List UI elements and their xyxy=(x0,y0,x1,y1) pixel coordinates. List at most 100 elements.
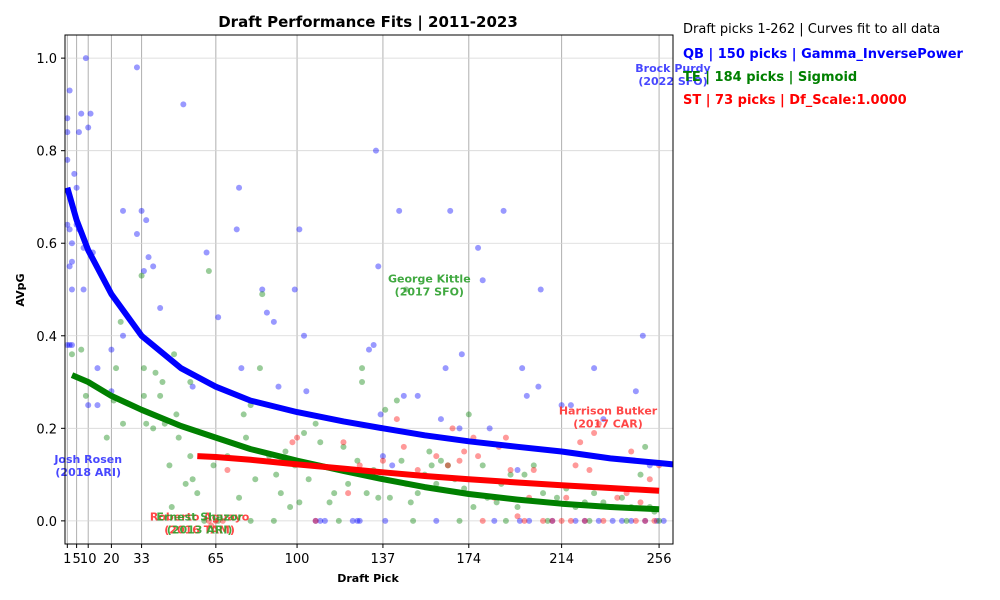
data-point-qb xyxy=(150,263,157,270)
data-point-qb xyxy=(180,101,187,108)
legend-entry-qb: QB | 150 picks | Gamma_InversePower xyxy=(683,47,963,62)
data-point-te xyxy=(247,517,254,524)
data-point-qb xyxy=(356,517,363,524)
data-point-te xyxy=(382,406,389,413)
y-tick-label: 0.2 xyxy=(36,422,57,437)
data-point-qb xyxy=(414,392,421,399)
data-point-st xyxy=(289,439,296,446)
data-point-te xyxy=(544,517,551,524)
data-point-qb xyxy=(68,286,75,293)
data-point-qb xyxy=(400,392,407,399)
data-point-qb xyxy=(303,388,310,395)
data-point-qb xyxy=(379,453,386,460)
data-point-qb xyxy=(632,388,639,395)
legend-entry-te: TE | 184 picks | Sigmoid xyxy=(683,70,858,85)
data-point-qb xyxy=(514,466,521,473)
data-point-qb xyxy=(312,517,319,524)
data-point-te xyxy=(530,462,537,469)
x-tick-label: 20 xyxy=(103,552,120,567)
data-point-te xyxy=(157,392,164,399)
data-point-qb xyxy=(458,351,465,358)
data-point-st xyxy=(461,448,468,455)
data-point-st xyxy=(379,457,386,464)
data-point-st xyxy=(475,453,482,460)
data-point-te xyxy=(340,443,347,450)
data-point-qb xyxy=(591,365,598,372)
data-point-te xyxy=(317,439,324,446)
scatter-points xyxy=(64,55,667,529)
data-point-st xyxy=(558,517,565,524)
data-point-st xyxy=(449,425,456,432)
data-point-te xyxy=(201,517,208,524)
data-point-te xyxy=(514,503,521,510)
fit-curves xyxy=(64,186,674,513)
data-point-qb xyxy=(516,517,523,524)
data-point-te xyxy=(637,471,644,478)
annotation-label: Harrison Butker (2017 CAR) xyxy=(559,404,658,430)
data-point-qb xyxy=(143,217,150,224)
x-tick-label: 33 xyxy=(133,552,150,567)
data-point-st xyxy=(294,434,301,441)
data-point-st xyxy=(507,466,514,473)
data-point-qb xyxy=(270,318,277,325)
data-point-te xyxy=(256,365,263,372)
data-point-te xyxy=(642,443,649,450)
data-point-st xyxy=(637,499,644,506)
data-point-te xyxy=(243,434,250,441)
data-point-qb xyxy=(479,277,486,284)
data-point-te xyxy=(403,286,410,293)
annotation-label: George Kittle (2017 SFO) xyxy=(388,272,471,298)
data-point-qb xyxy=(66,226,73,233)
data-point-te xyxy=(331,490,338,497)
data-point-qb xyxy=(301,332,308,339)
data-point-te xyxy=(175,434,182,441)
data-point-qb xyxy=(349,517,356,524)
data-point-qb xyxy=(133,230,140,237)
data-point-te xyxy=(270,517,277,524)
data-point-qb xyxy=(475,244,482,251)
data-point-st xyxy=(632,517,639,524)
data-point-qb xyxy=(317,517,324,524)
x-axis: 1 5 10 20 33 65 100 137 174 214 256 xyxy=(63,544,671,567)
data-point-te xyxy=(287,503,294,510)
y-tick-label: 0.6 xyxy=(36,237,57,252)
data-point-qb xyxy=(87,110,94,117)
data-point-qb xyxy=(437,416,444,423)
data-point-qb xyxy=(64,129,71,136)
data-point-qb xyxy=(354,517,361,524)
data-point-te xyxy=(479,462,486,469)
data-point-te xyxy=(437,457,444,464)
data-point-qb xyxy=(120,332,127,339)
grid xyxy=(65,35,673,544)
data-point-st xyxy=(530,466,537,473)
data-point-te xyxy=(470,503,477,510)
data-point-qb xyxy=(259,286,266,293)
data-point-te xyxy=(359,365,366,372)
data-point-st xyxy=(224,466,231,473)
data-point-te xyxy=(171,351,178,358)
data-point-st xyxy=(567,517,574,524)
data-point-qb xyxy=(600,416,607,423)
data-point-qb xyxy=(85,124,92,131)
data-point-qb xyxy=(71,170,78,177)
data-point-te xyxy=(152,369,159,376)
data-point-te xyxy=(461,485,468,492)
data-point-qb xyxy=(94,402,101,409)
data-point-qb xyxy=(82,55,89,62)
y-tick-label: 0.4 xyxy=(36,330,57,345)
data-point-qb xyxy=(233,226,240,233)
data-point-te xyxy=(591,490,598,497)
data-point-st xyxy=(628,448,635,455)
data-point-st xyxy=(642,517,649,524)
data-point-qb xyxy=(140,267,147,274)
data-point-te xyxy=(326,499,333,506)
data-point-st xyxy=(651,517,658,524)
x-tick-label: 1 xyxy=(63,552,71,567)
data-point-te xyxy=(586,517,593,524)
data-point-te xyxy=(194,490,201,497)
data-point-te xyxy=(182,480,189,487)
data-point-qb xyxy=(442,365,449,372)
data-point-te xyxy=(354,457,361,464)
data-point-te xyxy=(143,420,150,427)
annotation-label: Josh Rosen (2018 ARI) xyxy=(53,453,122,479)
